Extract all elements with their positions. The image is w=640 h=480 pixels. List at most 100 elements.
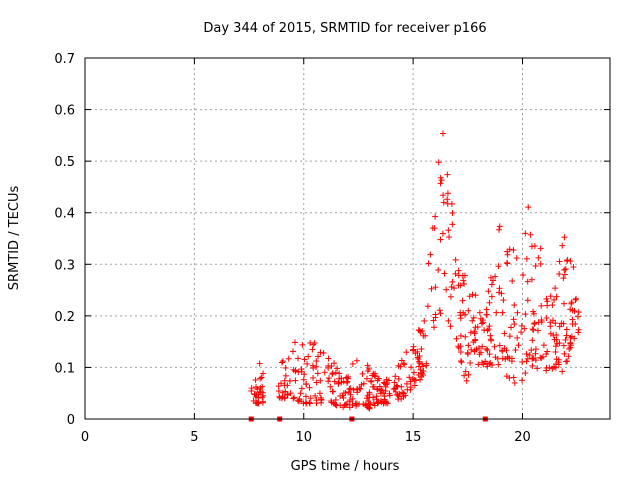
data-point (313, 379, 320, 386)
data-point (400, 390, 407, 397)
data-point (506, 333, 513, 340)
data-point (437, 310, 444, 317)
data-point (564, 257, 571, 264)
data-point (435, 267, 442, 274)
data-point (500, 297, 507, 304)
data-point (314, 370, 321, 377)
chart-title: Day 344 of 2015, SRMTID for receiver p16… (203, 21, 486, 36)
data-point (502, 356, 509, 363)
data-point (449, 221, 456, 228)
data-point (315, 353, 322, 360)
data-point (549, 302, 556, 309)
data-point (299, 341, 306, 348)
data-point (467, 359, 474, 366)
data-point (292, 368, 299, 375)
data-point (477, 315, 484, 322)
data-point (528, 347, 535, 354)
data-point (392, 373, 399, 380)
data-point (469, 317, 476, 324)
data-point (501, 345, 508, 352)
data-point (493, 309, 500, 316)
data-point (444, 190, 451, 197)
y-tick-label: 0.2 (54, 310, 75, 325)
data-point (292, 377, 299, 384)
data-point (569, 316, 576, 323)
data-point (365, 404, 372, 411)
x-tick-label: 20 (514, 430, 531, 445)
data-point (531, 320, 538, 327)
data-point (462, 368, 469, 375)
data-point (452, 270, 459, 277)
data-point (412, 377, 419, 384)
data-point (279, 358, 286, 365)
data-point (511, 379, 518, 386)
data-point (311, 340, 318, 347)
data-point (400, 360, 407, 367)
data-point (257, 384, 264, 391)
data-point (435, 159, 442, 166)
data-point (436, 307, 443, 314)
data-point (560, 300, 567, 307)
data-point (282, 364, 289, 371)
data-point (506, 246, 513, 253)
data-point (310, 374, 317, 381)
data-point (326, 375, 333, 382)
data-point (382, 388, 389, 395)
data-point (522, 230, 529, 237)
data-point (524, 355, 531, 362)
data-point (395, 393, 402, 400)
data-point (303, 381, 310, 388)
data-point (285, 355, 292, 362)
data-point (564, 358, 571, 365)
data-point (369, 383, 376, 390)
data-point (550, 363, 557, 370)
data-point (561, 350, 568, 357)
data-point (316, 390, 323, 397)
data-point (439, 230, 446, 237)
data-point (461, 280, 468, 287)
y-tick-label: 0.5 (54, 155, 75, 170)
data-point (568, 299, 575, 306)
data-point (449, 278, 456, 285)
data-point (394, 392, 401, 399)
data-point (296, 398, 303, 405)
data-point (258, 374, 265, 381)
data-point (518, 329, 525, 336)
data-point (562, 266, 569, 273)
data-point (484, 327, 491, 334)
data-point (281, 382, 288, 389)
data-point (363, 375, 370, 382)
data-point (466, 293, 473, 300)
data-point (343, 402, 350, 409)
data-point (538, 317, 545, 324)
data-point (440, 199, 447, 206)
data-point (528, 276, 535, 283)
data-point (487, 274, 494, 281)
data-point (252, 390, 259, 397)
data-point (432, 213, 439, 220)
data-point (380, 400, 387, 407)
data-point (300, 376, 307, 383)
data-point (416, 376, 423, 383)
data-point (437, 236, 444, 243)
data-point (309, 362, 316, 369)
data-point (571, 335, 578, 342)
y-tick-label: 0.4 (54, 207, 75, 222)
data-point (306, 384, 313, 391)
data-point (282, 372, 289, 379)
data-point (553, 293, 560, 300)
data-point (347, 385, 354, 392)
data-point (407, 378, 414, 385)
data-point (485, 326, 492, 333)
data-point (515, 342, 522, 349)
data-point (510, 247, 517, 254)
data-point (510, 316, 517, 323)
data-point (522, 311, 529, 318)
data-point (529, 362, 536, 369)
data-point (543, 315, 550, 322)
y-axis-label: SRMTID / TECUs (7, 186, 22, 291)
data-point (556, 258, 563, 265)
y-tick-label: 0.6 (54, 104, 75, 119)
data-point (383, 381, 390, 388)
